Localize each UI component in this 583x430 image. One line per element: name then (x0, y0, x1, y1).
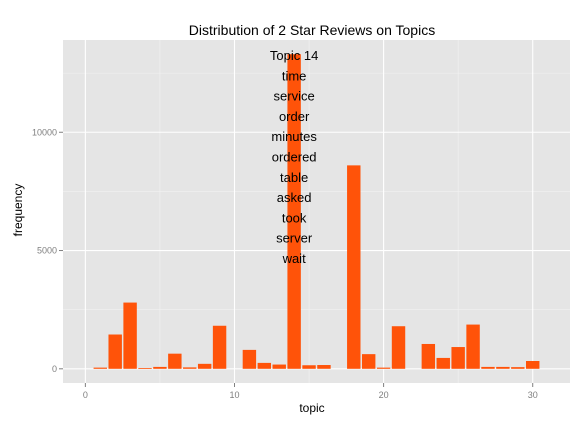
bar-topic-6 (168, 353, 182, 369)
bar-topic-18 (347, 165, 361, 369)
bar-topic-1 (93, 367, 107, 369)
bar-topic-14 (287, 54, 301, 369)
x-tick-label: 30 (528, 390, 538, 400)
bar-topic-24 (436, 357, 450, 369)
annotation-word: Topic 14 (270, 48, 318, 63)
bar-topic-15 (302, 365, 316, 369)
annotation-word: asked (277, 190, 312, 205)
bar-topic-8 (197, 363, 212, 369)
x-axis-label: topic (299, 401, 324, 415)
plot-panel (63, 40, 570, 383)
bar-topic-3 (123, 302, 137, 369)
bar-topic-30 (526, 361, 540, 369)
bar-topic-13 (272, 364, 286, 369)
bar-topic-28 (496, 366, 510, 369)
bar-topic-20 (376, 367, 391, 369)
y-axis-label: frequency (11, 184, 25, 237)
annotation-word: wait (282, 251, 307, 266)
annotation-word: ordered (272, 150, 317, 165)
x-tick-label: 20 (379, 390, 389, 400)
x-tick-label: 0 (83, 390, 88, 400)
bar-topic-9 (212, 325, 227, 369)
bar-topic-26 (466, 324, 480, 369)
annotation-word: minutes (271, 129, 317, 144)
y-tick-label: 10000 (32, 127, 57, 137)
minor-grid (63, 40, 570, 383)
annotation-word: table (280, 170, 308, 185)
bar-topic-25 (451, 347, 465, 369)
bar-topic-16 (317, 365, 331, 369)
bar-topic-4 (138, 368, 152, 369)
bar-topic-23 (421, 343, 436, 369)
bar-topic-12 (257, 362, 272, 369)
bar-topic-29 (511, 367, 525, 369)
y-axis: 0 5000 10000 (32, 127, 63, 374)
bar-topic-19 (361, 354, 376, 369)
annotation-word: service (274, 89, 315, 104)
bars-layer (93, 54, 540, 369)
y-tick-label: 0 (52, 364, 57, 374)
annotation-word: server (276, 231, 313, 246)
y-tick-label: 5000 (37, 246, 57, 256)
bar-topic-21 (391, 326, 406, 369)
bar-topic-7 (183, 367, 197, 369)
x-axis: 0 10 20 30 (83, 383, 538, 400)
chart-title: Distribution of 2 Star Reviews on Topics (189, 22, 435, 38)
topic-annotation: Topic 14 time service order minutes ordered ta… (270, 48, 318, 266)
bar-topic-11 (242, 349, 257, 369)
x-tick-label: 10 (229, 390, 239, 400)
annotation-word: order (279, 109, 310, 124)
annotation-word: took (282, 210, 307, 225)
bar-topic-2 (108, 334, 122, 369)
bar-topic-5 (153, 366, 167, 369)
annotation-word: time (282, 68, 307, 83)
bar-topic-27 (481, 366, 495, 369)
